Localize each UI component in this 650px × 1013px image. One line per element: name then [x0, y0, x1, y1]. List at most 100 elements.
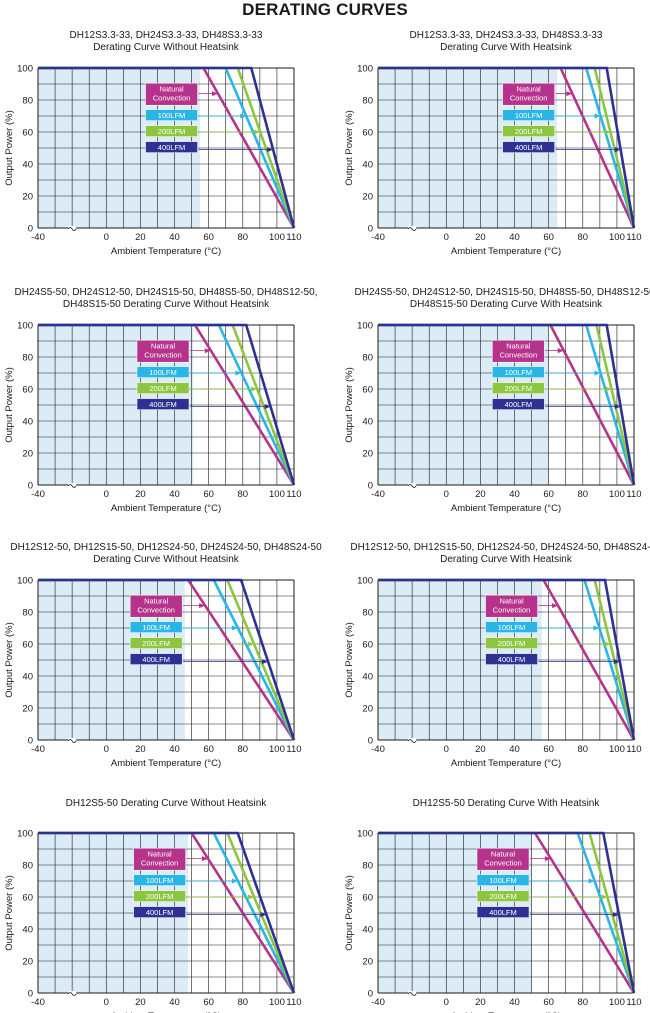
legend-item-natural: Natural Convection — [502, 82, 573, 106]
legend-arrowhead-lfm400 — [614, 147, 621, 153]
y-tick-label: 100 — [17, 576, 33, 587]
y-tick-label: 80 — [362, 353, 373, 364]
x-tick-label: 110 — [286, 232, 301, 243]
y-tick-label: 0 — [368, 481, 373, 492]
legend-item-lfm400: 400LFM — [133, 906, 267, 918]
axis-break-background — [68, 738, 77, 742]
x-tick-label: 100 — [269, 744, 285, 755]
legend-label-line: Convection — [137, 606, 175, 615]
chart-title-line: DH12S12-50, DH12S15-50, DH12S24-50, DH24… — [10, 542, 322, 553]
y-axis-label: Output Power (%) — [344, 622, 355, 698]
axis-break-background — [68, 991, 77, 995]
legend-label-line: Natural — [159, 85, 184, 94]
axis-break-mark — [67, 739, 77, 743]
derating-chart-2: DH12S3.3-33, DH24S3.3-33, DH48S3.3-33Der… — [344, 30, 642, 257]
series-line-lfm400 — [38, 578, 296, 741]
legend-label-line: Convection — [153, 94, 191, 103]
axis-break-mark — [67, 227, 77, 231]
legend-arrowhead-lfm400 — [614, 404, 621, 410]
legend-label-natural: Natural Convection — [141, 850, 179, 868]
x-tick-label: 40 — [169, 232, 180, 243]
legend-label-lfm200: 200LFM — [149, 384, 177, 393]
legend-box-lfm400 — [129, 653, 183, 665]
y-tick-label: 100 — [357, 64, 373, 75]
legend-label-natural: Natural Convection — [484, 850, 522, 868]
x-tick-label: 0 — [104, 744, 109, 755]
derating-chart-5: DH12S12-50, DH12S15-50, DH12S24-50, DH24… — [4, 542, 322, 769]
x-axis-label: Ambient Temperature (°C) — [111, 758, 221, 769]
legend-box-lfm200 — [502, 125, 555, 137]
chart-title-line: DH12S5-50 Derating Curve Without Heatsin… — [66, 798, 268, 809]
legend-item-lfm200: 200LFM — [133, 890, 255, 902]
derating-chart-4: DH24S5-50, DH24S12-50, DH24S15-50, DH48S… — [344, 287, 650, 514]
legend-arrowhead-lfm200 — [251, 386, 258, 392]
legend-arrowhead-lfm200 — [601, 894, 608, 900]
legend-item-lfm200: 200LFM — [145, 125, 261, 137]
legend-item-lfm100: 100LFM — [145, 109, 247, 121]
x-tick-label: -40 — [371, 232, 385, 243]
y-tick-label: 0 — [368, 989, 373, 1000]
x-tick-label: 60 — [203, 997, 214, 1008]
legend-box-lfm200 — [129, 637, 183, 649]
derating-chart-1: DH12S3.3-33, DH24S3.3-33, DH48S3.3-33Der… — [4, 30, 302, 257]
legend-item-lfm200: 200LFM — [492, 382, 612, 394]
legend-label-line: Natural — [151, 342, 176, 351]
y-axis-label: Output Power (%) — [4, 622, 15, 698]
page-title: DERATING CURVES — [242, 0, 408, 19]
chart-title-line: Derating Curve With Heatsink — [440, 42, 573, 53]
chart-title-line: Derating Curve Without Heatsink — [93, 42, 240, 53]
y-tick-label: 0 — [28, 989, 33, 1000]
legend-arrowhead-natural — [544, 856, 551, 862]
legend-box-lfm100 — [129, 621, 183, 633]
legend-label-lfm200: 200LFM — [515, 127, 543, 136]
legend-box-lfm400 — [133, 906, 186, 918]
y-tick-label: 20 — [362, 449, 373, 460]
chart-title-line: DH12S12-50, DH12S15-50, DH12S24-50, DH24… — [350, 542, 650, 553]
legend-item-lfm100: 100LFM — [485, 621, 600, 633]
y-axis-label: Output Power (%) — [344, 875, 355, 951]
legend-label-natural: Natural Convection — [493, 597, 531, 615]
x-axis-label: Ambient Temperature (°C) — [111, 503, 221, 514]
axis-break-mark — [407, 992, 417, 996]
x-tick-label: -40 — [371, 997, 385, 1008]
x-tick-label: 60 — [543, 744, 554, 755]
y-tick-label: 60 — [22, 128, 33, 139]
y-tick-label: 20 — [362, 192, 373, 203]
legend-arrowhead-lfm200 — [605, 386, 612, 392]
x-tick-label: 110 — [626, 744, 641, 755]
legend-item-natural: Natural Convection — [129, 594, 206, 618]
legend-arrowhead-lfm100 — [588, 878, 595, 884]
y-tick-label: 20 — [22, 449, 33, 460]
x-tick-label: 60 — [543, 997, 554, 1008]
legend-label-natural: Natural Convection — [144, 342, 182, 360]
x-tick-label: 20 — [475, 744, 486, 755]
y-tick-label: 80 — [22, 608, 33, 619]
legend-arrowhead-natural — [204, 348, 211, 354]
legend-box-lfm400 — [136, 398, 190, 410]
x-tick-label: -40 — [31, 232, 45, 243]
x-tick-label: 80 — [238, 232, 249, 243]
legend-arrowhead-lfm400 — [260, 912, 267, 918]
y-axis-label: Output Power (%) — [4, 367, 15, 443]
legend-box-lfm100 — [502, 109, 555, 121]
legend-label-lfm100: 100LFM — [505, 368, 533, 377]
y-tick-label: 40 — [22, 925, 33, 936]
y-tick-label: 40 — [362, 925, 373, 936]
x-tick-label: 20 — [475, 489, 486, 500]
legend-label-line: Natural — [148, 850, 173, 859]
legend-arrowhead-lfm200 — [604, 641, 611, 647]
series-line-lfm400 — [38, 66, 296, 229]
axis-break-background — [68, 226, 77, 230]
series-line-lfm400 — [38, 831, 296, 994]
axis-break-mark — [407, 739, 417, 743]
x-tick-label: 110 — [286, 489, 301, 500]
x-axis-label: Ambient Temperature (°C) — [451, 758, 561, 769]
legend-box-natural — [502, 82, 555, 106]
x-tick-label: 0 — [444, 232, 449, 243]
chart-title-line: DH48S15-50 Derating Curve Without Heatsi… — [63, 299, 270, 310]
legend-item-lfm100: 100LFM — [136, 366, 242, 378]
legend-item-lfm400: 400LFM — [485, 653, 620, 665]
x-tick-label: 40 — [169, 489, 180, 500]
x-tick-label: 40 — [509, 744, 520, 755]
legend-box-lfm400 — [502, 141, 555, 153]
